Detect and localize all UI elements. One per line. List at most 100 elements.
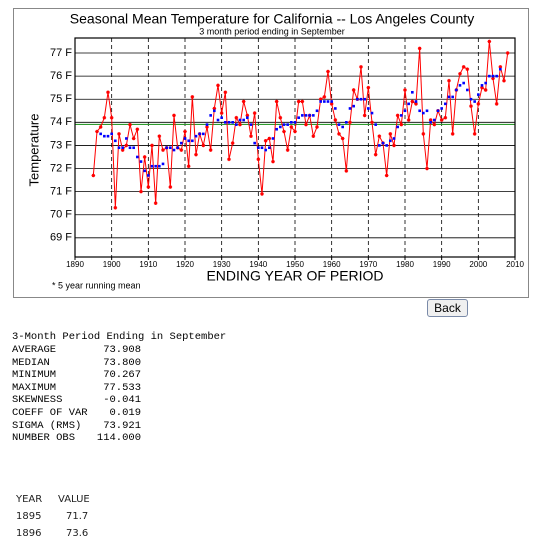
temperature-marker — [274, 99, 279, 104]
x-tick-label: 1940 — [249, 260, 267, 269]
x-tick-label: 2010 — [506, 260, 524, 269]
temperature-marker — [373, 152, 378, 157]
temperature-marker — [98, 125, 103, 129]
running-mean-dot — [374, 123, 377, 126]
running-mean-dot — [473, 100, 476, 103]
x-axis-label: ENDING YEAR OF PERIOD — [206, 268, 383, 284]
temperature-marker — [128, 122, 132, 127]
temperature-marker — [150, 143, 154, 148]
table-cell: 71.7 — [66, 511, 89, 522]
temperature-marker — [219, 111, 224, 115]
running-mean-dot — [183, 137, 187, 140]
running-mean-dot — [286, 123, 289, 126]
temperature-marker — [447, 78, 451, 83]
temperature-marker — [212, 106, 217, 111]
temperature-marker — [234, 115, 239, 120]
running-mean-dot — [458, 84, 462, 87]
running-mean-dot — [227, 121, 231, 124]
chart-title: Seasonal Mean Temperature for California… — [70, 11, 474, 27]
temperature-marker — [282, 129, 286, 134]
running-mean-dot — [110, 132, 113, 136]
temperature-marker — [179, 148, 184, 152]
running-mean-dot — [202, 132, 205, 136]
running-mean-dot — [216, 118, 220, 122]
back-button[interactable]: Back — [427, 299, 468, 317]
running-mean-dot — [356, 97, 359, 101]
running-mean-dot — [341, 125, 344, 129]
temperature-marker — [318, 97, 323, 102]
y-tick-label: 72 F — [50, 162, 72, 174]
running-mean-dot — [429, 121, 432, 124]
temperature-marker — [183, 129, 187, 134]
running-mean-dot — [209, 114, 212, 117]
temperature-marker — [410, 99, 415, 104]
running-mean-dot — [477, 93, 480, 96]
running-mean-dot — [176, 146, 179, 150]
running-mean-dot — [249, 123, 253, 126]
running-mean-dot — [172, 148, 176, 152]
stat-value: 0.019 — [109, 407, 141, 419]
running-mean-dot — [293, 121, 297, 124]
running-mean-dot — [480, 84, 484, 87]
temperature-marker — [161, 148, 165, 152]
temperature-marker — [494, 102, 499, 106]
running-mean-dot — [125, 137, 128, 140]
running-mean-dot — [235, 123, 238, 126]
stat-value: 77.533 — [103, 381, 141, 394]
temperature-marker — [293, 129, 297, 134]
running-mean-dot — [106, 134, 110, 138]
running-mean-dot — [301, 114, 304, 117]
temperature-marker — [392, 143, 396, 148]
temperature-marker — [465, 67, 470, 71]
running-mean-dot — [224, 121, 227, 124]
x-tick-label: 1950 — [286, 260, 304, 269]
running-mean-dot — [411, 90, 414, 94]
running-mean-dot — [381, 141, 385, 145]
stat-label: MINIMUM — [12, 369, 57, 382]
running-mean-dot — [257, 146, 260, 150]
temperature-line — [92, 41, 509, 208]
running-mean-dot — [440, 107, 443, 110]
temperature-marker — [450, 132, 455, 136]
running-mean-dot — [352, 104, 355, 108]
temperature-marker — [311, 134, 316, 138]
stat-label: NUMBER OBS — [12, 432, 76, 445]
running-mean-dot — [238, 118, 242, 122]
x-tick-label: 1890 — [66, 260, 84, 269]
plot-border — [74, 37, 516, 258]
temperature-marker — [91, 173, 96, 178]
temperature-marker — [120, 148, 125, 152]
running-mean-dot — [132, 146, 135, 150]
temperature-marker — [186, 164, 191, 169]
temperature-marker — [252, 111, 257, 115]
temperature-marker — [113, 205, 118, 210]
running-mean-dot — [158, 164, 161, 168]
running-mean-dot — [213, 109, 216, 113]
running-mean-dot — [136, 155, 139, 159]
stat-value: 114.000 — [96, 432, 141, 445]
temperature-marker — [102, 115, 107, 120]
temperature-marker — [417, 46, 422, 51]
running-mean-dot — [334, 107, 337, 110]
temperature-marker — [168, 185, 173, 189]
temperature-marker — [95, 129, 99, 134]
running-mean-dot — [147, 174, 150, 177]
stats-heading: 3-Month Period Ending in September — [12, 331, 227, 343]
temperature-marker — [333, 118, 338, 122]
running-mean-dot — [231, 121, 234, 124]
temperature-marker — [267, 136, 272, 141]
temperature-marker — [157, 134, 162, 138]
x-tick-label: 1900 — [103, 260, 121, 269]
x-tick-label: 1920 — [176, 260, 194, 269]
temperature-marker — [304, 122, 308, 127]
temperature-marker — [469, 104, 473, 108]
temperature-marker — [326, 69, 330, 74]
temperature-marker — [289, 125, 294, 129]
temperature-marker — [278, 115, 283, 120]
temperature-marker — [245, 113, 250, 118]
running-mean-dot — [392, 137, 396, 140]
temperature-marker — [483, 88, 488, 92]
running-mean-dot — [205, 123, 209, 126]
temperature-marker — [505, 51, 510, 55]
y-tick-label: 74 F — [50, 116, 72, 128]
